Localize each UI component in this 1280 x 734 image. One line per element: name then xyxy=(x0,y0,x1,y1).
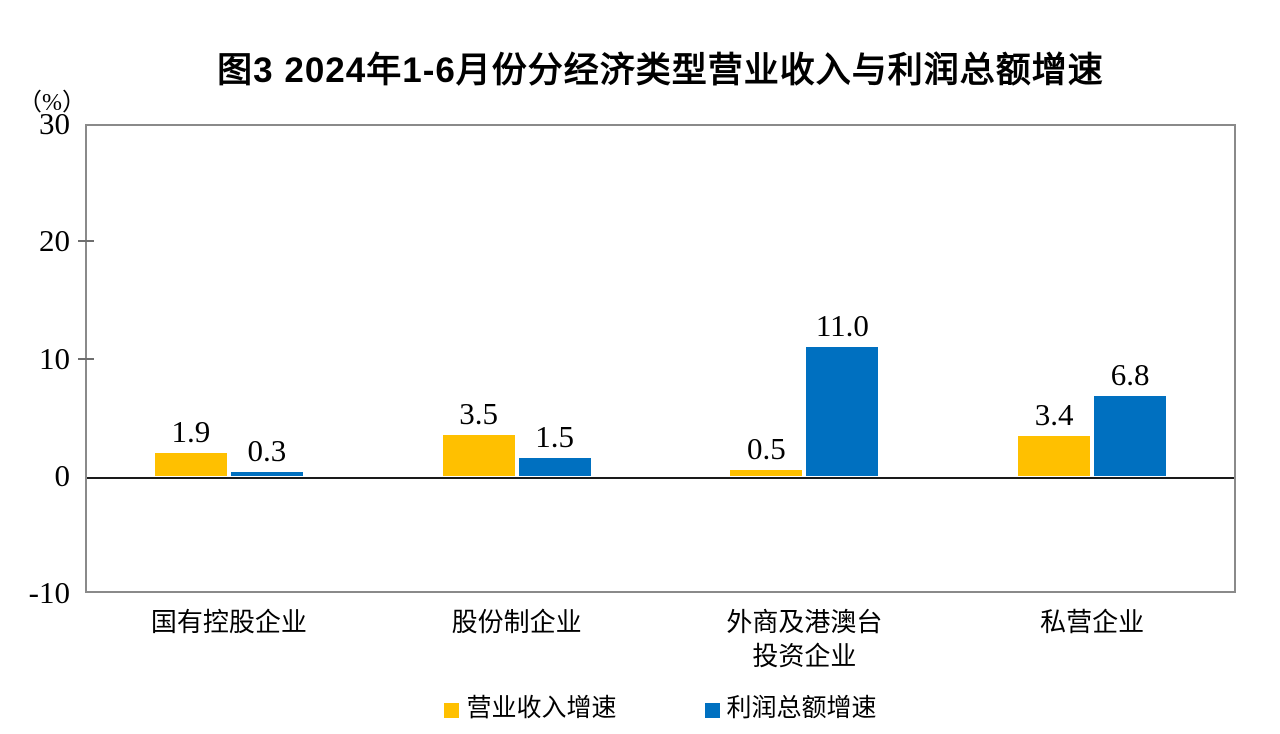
chart-title: 图3 2024年1-6月份分经济类型营业收入与利润总额增速 xyxy=(217,51,1104,90)
legend-label: 营业收入增速 xyxy=(466,695,617,722)
legend-item: 利润总额增速 xyxy=(704,694,877,724)
y-axis-tick-label: 20 xyxy=(39,223,70,259)
bar-value-label: 6.8 xyxy=(1110,357,1150,393)
profit-growth-bar: 11.0 xyxy=(806,310,879,476)
bar-value-label: 3.5 xyxy=(459,395,498,431)
y-axis-tick-label: 10 xyxy=(39,340,70,376)
revenue-growth-bar: 0.5 xyxy=(730,433,803,476)
legend: 营业收入增速 利润总额增速 xyxy=(85,694,1236,724)
revenue-growth-bar: 1.9 xyxy=(154,416,227,476)
bar-value-label: 11.0 xyxy=(815,307,869,343)
y-axis-unit-label: （%） xyxy=(18,90,86,116)
plot-area: 1.9 0.3 3.5 1.5 0.5 11.0 3.4 6.8 xyxy=(85,124,1236,593)
bar-value-label: 0.5 xyxy=(747,430,786,466)
x-axis-category-label: 私营企业 xyxy=(1040,608,1145,637)
bar-value-label: 0.3 xyxy=(247,433,287,469)
bar-value-label: 1.5 xyxy=(535,419,574,455)
y-axis-tick-mark xyxy=(78,357,94,360)
x-axis-category-label: 外商及港澳台 投资企业 xyxy=(726,608,883,671)
revenue-growth-bar: 3.5 xyxy=(442,398,515,476)
bar-group: 0.5 11.0 xyxy=(661,126,949,476)
profit-growth-bar: 0.3 xyxy=(230,435,303,476)
y-axis-tick-label: -10 xyxy=(28,575,70,610)
zero-axis-line xyxy=(87,476,1234,479)
bar-group: 3.5 1.5 xyxy=(373,126,661,476)
bar-group: 1.9 0.3 xyxy=(85,126,373,476)
profit-growth-bar: 1.5 xyxy=(518,421,591,476)
legend-item: 营业收入增速 xyxy=(444,694,617,724)
legend-label: 利润总额增速 xyxy=(726,695,877,722)
y-axis-tick-label: 0 xyxy=(54,457,71,493)
bar-group: 3.4 6.8 xyxy=(948,126,1236,476)
bar-value-label: 3.4 xyxy=(1034,396,1074,432)
legend-color-swatch xyxy=(704,703,720,718)
legend-color-swatch xyxy=(444,703,460,718)
x-axis-labels: 国有控股企业 股份制企业 外商及港澳台 投资企业 私营企业 xyxy=(85,606,1236,674)
y-axis-tick-mark xyxy=(78,240,94,243)
profit-growth-bar: 6.8 xyxy=(1094,359,1167,476)
x-axis-category-label: 国有控股企业 xyxy=(150,608,307,637)
y-axis-tick-label: 30 xyxy=(39,106,70,141)
bar-value-label: 1.9 xyxy=(171,414,211,450)
revenue-growth-bar: 3.4 xyxy=(1018,399,1091,476)
x-axis-category-label: 股份制企业 xyxy=(451,608,582,637)
